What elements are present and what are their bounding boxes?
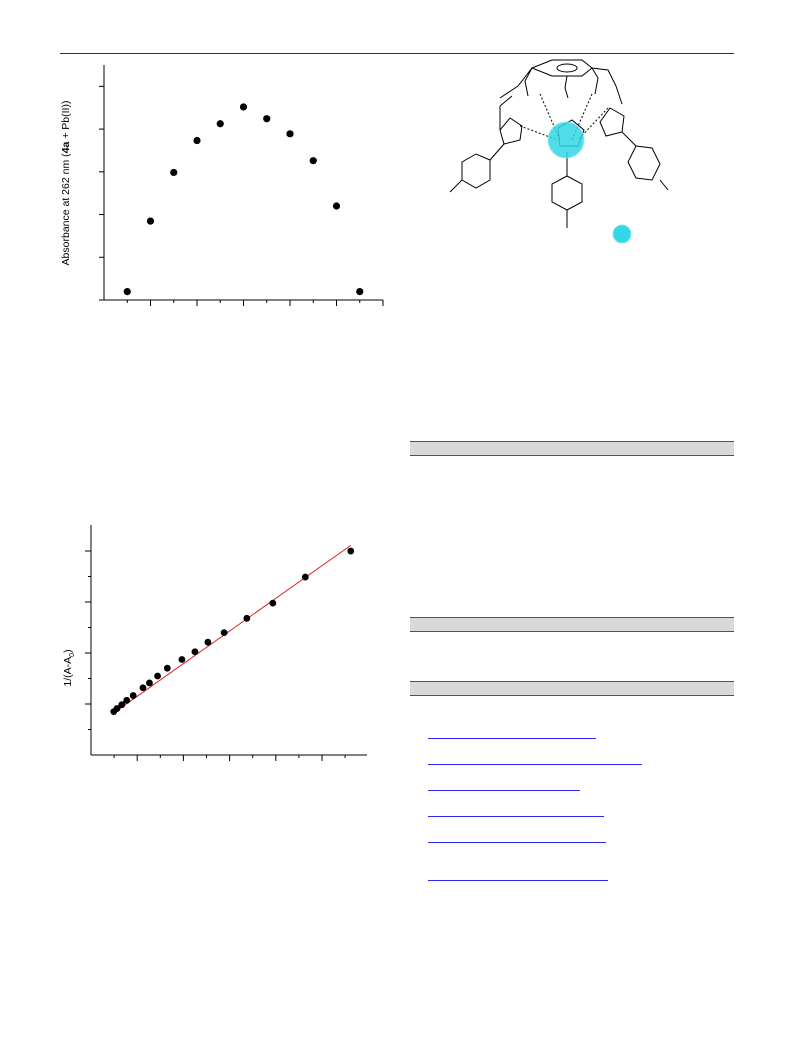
binding-fit-line — [113, 544, 352, 714]
job-plot-chart: Absorbance at 262 nm (4a + Pb(II)) — [60, 65, 384, 306]
job-plot-axes — [103, 65, 383, 301]
reference-link-1[interactable] — [428, 738, 596, 739]
bh-data-point — [139, 684, 147, 692]
job-data-point — [170, 168, 178, 177]
job-data-point — [332, 202, 341, 210]
bh-data-point — [301, 573, 309, 581]
table-header-bar-3 — [410, 681, 734, 696]
table-header-bar-1 — [410, 441, 734, 456]
job-data-point — [286, 130, 294, 138]
job-plot-points — [123, 103, 364, 296]
lead-complex-structure — [449, 59, 669, 244]
job-plot-y-ticks — [99, 85, 104, 301]
reference-link-5[interactable] — [428, 842, 606, 843]
binding-fit-y-axis-title: 1/(A-A0) — [62, 649, 76, 686]
bh-data-point — [118, 701, 126, 709]
table-header-bar-2 — [410, 617, 734, 632]
bh-data-point — [243, 614, 251, 622]
binding-fit-chart: 1/(A-A0) — [62, 525, 367, 761]
binding-fit-points — [110, 547, 355, 716]
bh-data-point — [347, 547, 355, 555]
binding-fit-x-ticks — [113, 755, 346, 761]
bh-data-point — [178, 656, 186, 663]
job-data-point — [216, 120, 224, 128]
binding-fit-axes — [90, 525, 367, 756]
bh-data-point — [123, 696, 131, 704]
job-data-point — [356, 288, 364, 296]
bh-data-point — [113, 705, 121, 712]
reference-link-6[interactable] — [428, 880, 608, 881]
job-plot-x-ticks — [126, 300, 384, 306]
job-data-point — [193, 136, 201, 145]
bh-data-point — [269, 599, 277, 607]
reference-link-3[interactable] — [428, 790, 580, 791]
job-data-point — [309, 157, 317, 165]
reference-link-4[interactable] — [428, 816, 604, 817]
bh-data-point — [154, 672, 161, 680]
job-data-point — [239, 103, 248, 111]
counter-ion-sphere — [612, 224, 632, 244]
bh-data-point — [163, 664, 171, 672]
lead-cation-sphere — [547, 121, 585, 159]
binding-fit-y-ticks — [85, 550, 91, 730]
job-plot-y-axis-title: Absorbance at 262 nm (4a + Pb(II)) — [60, 101, 72, 266]
bh-data-point — [191, 648, 199, 656]
job-data-point — [263, 115, 271, 123]
job-data-point — [146, 217, 155, 225]
bh-data-point — [129, 692, 137, 699]
bh-data-point — [220, 629, 228, 637]
reference-link-2[interactable] — [428, 764, 642, 765]
bh-data-point — [204, 638, 212, 646]
bh-data-point — [146, 679, 153, 687]
page-header-rule — [60, 53, 734, 54]
job-data-point — [123, 288, 131, 296]
